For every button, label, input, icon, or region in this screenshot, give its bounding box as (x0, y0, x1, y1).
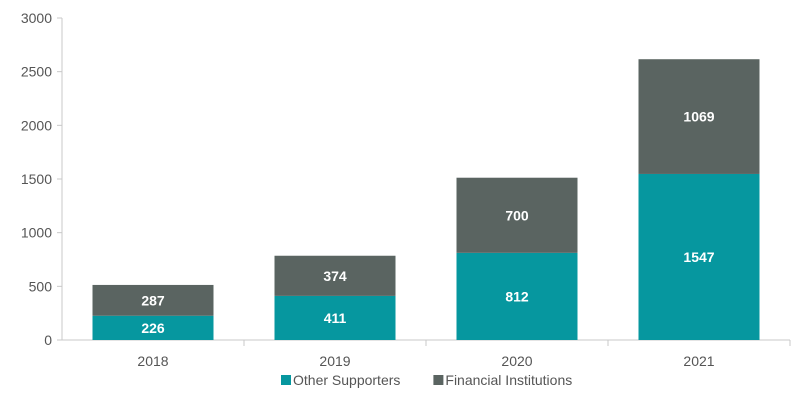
data-label-other-supporters-2020: 812 (505, 288, 529, 304)
bar-financial-institutions-2019 (274, 255, 396, 296)
bar-financial-institutions-2018 (92, 284, 214, 316)
legend-label-other-supporters: Other Supporters (293, 372, 400, 388)
x-tick-label: 2020 (501, 353, 532, 369)
data-label-financial-institutions-2019: 374 (323, 268, 347, 284)
data-label-financial-institutions-2018: 287 (141, 292, 165, 308)
y-tick-label: 2500 (21, 64, 52, 80)
bar-other-supporters-2018 (92, 315, 214, 340)
bar-other-supporters-2020 (456, 252, 578, 340)
data-label-other-supporters-2019: 411 (324, 310, 347, 326)
y-tick-label: 1000 (21, 225, 52, 241)
bar-other-supporters-2019 (274, 295, 396, 340)
data-label-other-supporters-2021: 1547 (683, 249, 714, 265)
legend-swatch-financial-institutions (433, 375, 444, 385)
axes: 0 500 1000 1500 2000 2500 3000 2018 2019 2020 2021 (21, 10, 791, 369)
x-tick-label: 2018 (137, 353, 168, 369)
y-tick-label: 500 (29, 278, 53, 294)
bar-financial-institutions-2020 (456, 177, 578, 253)
bars: 226 287 411 374 812 700 1547 1069 (92, 59, 760, 340)
data-label-financial-institutions-2021: 1069 (683, 109, 714, 125)
y-tick-label: 2000 (21, 117, 52, 133)
bar-other-supporters-2021 (638, 173, 760, 340)
bar-financial-institutions-2021 (638, 59, 760, 174)
data-label-financial-institutions-2020: 700 (505, 207, 529, 223)
x-tick-label: 2019 (319, 353, 350, 369)
legend-swatch-other-supporters (281, 375, 291, 385)
y-tick-label: 0 (44, 332, 52, 348)
data-label-other-supporters-2018: 226 (141, 320, 165, 336)
x-tick-label: 2021 (683, 353, 714, 369)
legend: Other Supporters Financial Institutions (281, 372, 572, 388)
y-tick-label: 3000 (21, 10, 52, 26)
y-tick-label: 1500 (21, 171, 52, 187)
legend-label-financial-institutions: Financial Institutions (445, 372, 572, 388)
